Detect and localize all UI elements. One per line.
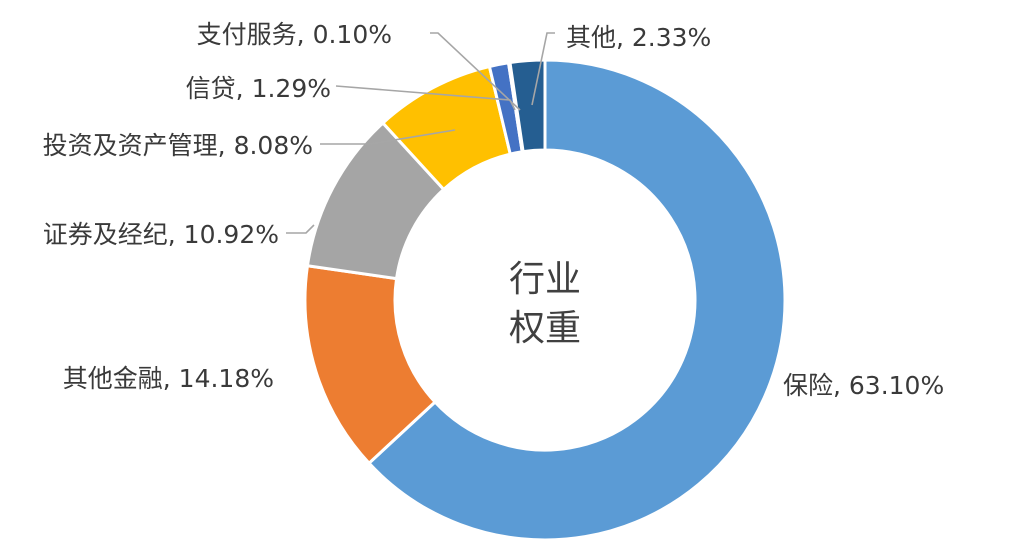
donut-slice-0 xyxy=(366,58,787,542)
data-label-1: 其他金融, 14.18% xyxy=(63,364,274,393)
leader-line-2 xyxy=(286,224,315,234)
data-label-4: 信贷, 1.29% xyxy=(186,74,331,103)
center-label-line-1: 行业 xyxy=(509,259,581,300)
leader-line-6 xyxy=(531,32,555,106)
leader-lines-group xyxy=(286,32,555,234)
slices-group xyxy=(303,58,787,542)
data-label-2: 证券及经纪, 10.92% xyxy=(43,220,279,249)
data-labels-group: 保险, 63.10% 其他金融, 14.18% 证券及经纪, 10.92% 投资及资产… xyxy=(43,20,945,400)
data-label-0: 保险, 63.10% xyxy=(783,371,944,400)
data-label-6: 其他, 2.33% xyxy=(566,23,711,52)
data-label-5: 支付服务, 0.10% xyxy=(197,20,392,49)
data-label-3: 投资及资产管理, 8.08% xyxy=(43,131,313,160)
leader-line-3 xyxy=(320,129,456,145)
leader-line-5 xyxy=(430,32,521,111)
center-label-line-2: 权重 xyxy=(509,308,581,349)
